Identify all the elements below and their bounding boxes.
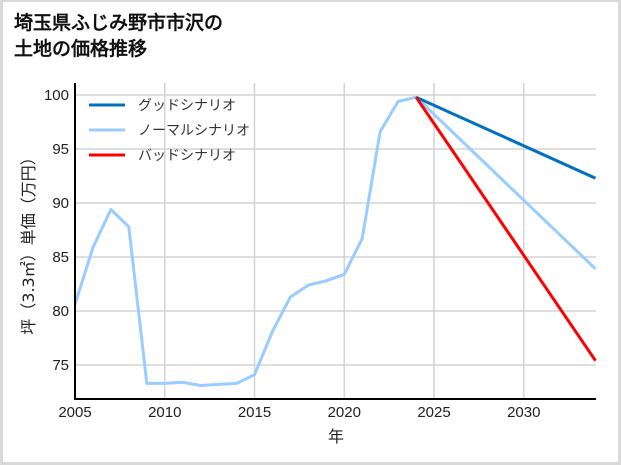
tick-labels: 2005 2010 2015 2020 2025 2030 75 80 85 90 95 100: [44, 87, 540, 421]
series-line-0: [415, 95, 597, 180]
x-tick-label: 2015: [238, 404, 271, 421]
legend-label: グッドシナリオ: [138, 98, 236, 114]
gridlines: [75, 83, 596, 399]
title-line-1: 埼玉県ふじみ野市市沢の: [14, 12, 224, 34]
x-tick-label: 2025: [417, 404, 450, 421]
y-tick-label: 80: [52, 303, 69, 320]
x-tick-label: 2020: [328, 404, 361, 421]
legend-label: ノーマルシナリオ: [138, 123, 250, 139]
legend-label: バッドシナリオ: [138, 148, 236, 164]
y-tick-label: 75: [52, 357, 69, 374]
series-lines: [73, 95, 597, 387]
y-axis-label: 坪（3.3㎡）単価（万円）: [19, 149, 38, 334]
series-line-1: [73, 95, 597, 387]
series-line-2: [414, 96, 597, 362]
chart-title: 埼玉県ふじみ野市市沢の 土地の価格推移: [14, 10, 223, 62]
title-line-2: 土地の価格推移: [14, 38, 148, 60]
y-tick-label: 95: [52, 141, 69, 158]
x-tick-label: 2010: [148, 404, 181, 421]
x-tick-label: 2030: [507, 404, 540, 421]
y-tick-label: 100: [44, 87, 69, 104]
y-tick-label: 85: [52, 249, 69, 266]
y-tick-label: 90: [52, 195, 69, 212]
x-axis-label: 年: [328, 427, 344, 446]
x-tick-label: 2005: [58, 404, 91, 421]
axes: [74, 83, 596, 400]
